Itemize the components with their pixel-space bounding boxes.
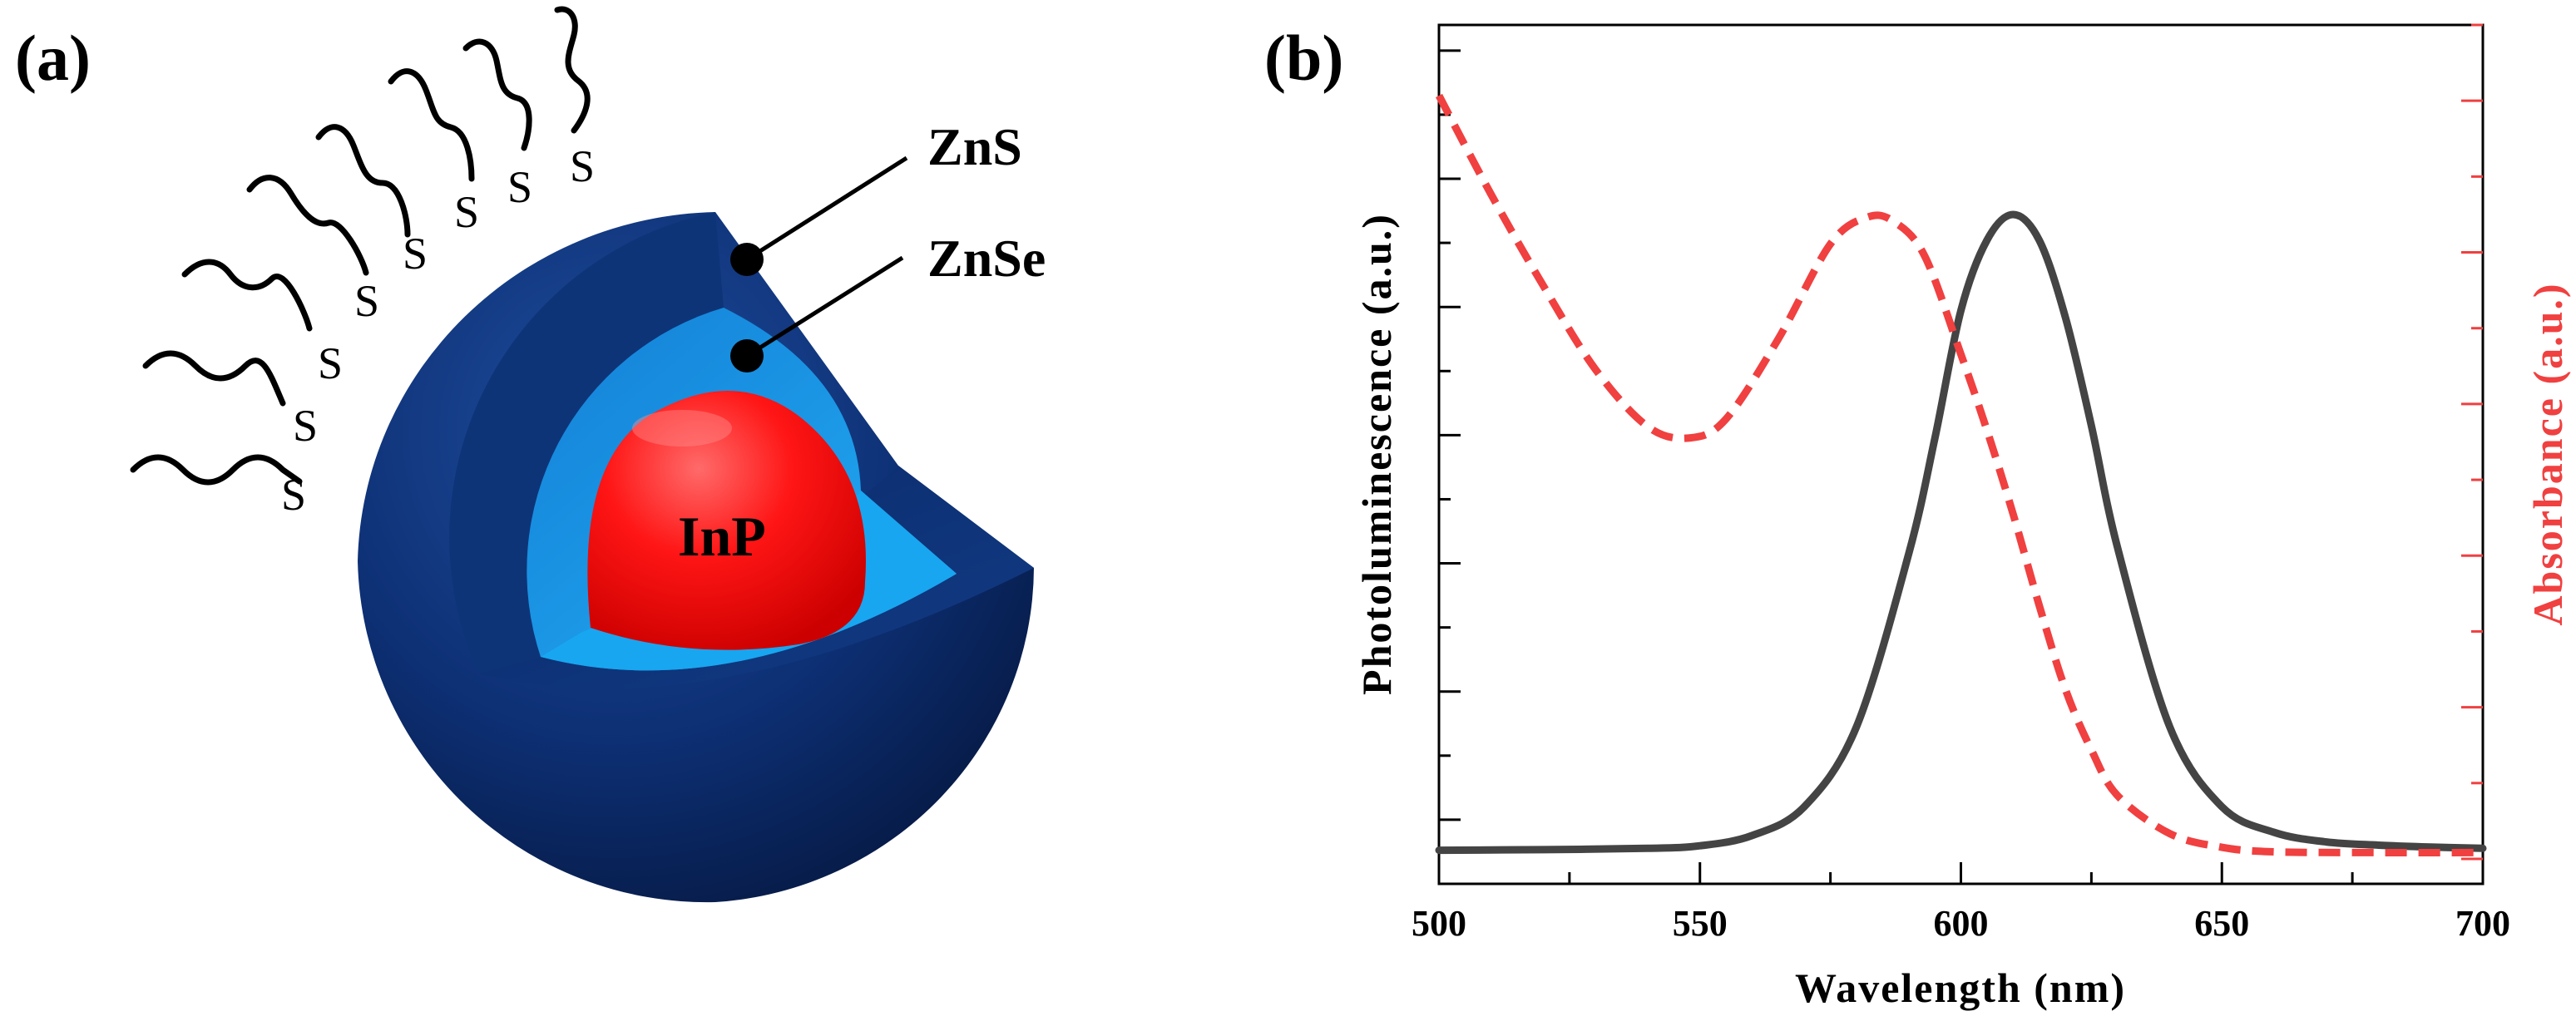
absorbance-line <box>1436 93 2484 856</box>
outer-shell-cut-face <box>449 212 724 673</box>
ligand-chain <box>388 68 475 182</box>
ligand-atom: S <box>403 229 428 279</box>
spectrum-chart: 500 550 600 650 700 Wavelength (nm) Photolum… <box>1353 23 2571 1011</box>
ligand-chain <box>554 6 591 134</box>
ligands <box>130 6 591 486</box>
x-tick-label: 650 <box>2194 903 2249 944</box>
zns-pointer-line <box>745 155 908 262</box>
quantum-dot-diagram: InP ZnS ZnSe <box>358 117 1046 903</box>
x-tick-label: 700 <box>2455 903 2510 944</box>
ligand-atom: S <box>293 401 318 451</box>
y-axis-title-right: Absorbance (a.u.) <box>2524 282 2571 625</box>
x-tick-label: 600 <box>1934 903 1989 944</box>
ligand-atom: S <box>354 276 379 326</box>
core-highlight <box>632 410 732 446</box>
series-layer <box>1435 93 2487 856</box>
x-tick-label: 500 <box>1412 903 1466 944</box>
zns-label: ZnS <box>927 117 1022 176</box>
core-inp <box>587 391 866 650</box>
panel-a-label: (a) <box>15 22 91 94</box>
y-axis-ticks <box>1439 23 2483 885</box>
x-axis-title: Wavelength (nm) <box>1795 964 2126 1011</box>
ligand-chain <box>181 259 313 332</box>
ligand-chain <box>315 124 411 238</box>
znse-pointer-dot <box>730 339 764 372</box>
ligand-atom: S <box>318 338 343 388</box>
x-tick-label: 550 <box>1673 903 1728 944</box>
ligand-chain <box>142 350 286 407</box>
core-label: InP <box>678 505 766 568</box>
zns-pointer-dot <box>730 243 764 276</box>
x-axis-tick-labels: 500 550 600 650 700 <box>1412 903 2510 944</box>
y-axis-title-left: Photoluminescence (a.u.) <box>1353 213 1400 695</box>
photoluminescence-line <box>1435 210 2487 855</box>
x-axis-ticks <box>1437 862 2485 884</box>
ligand-atom: S <box>507 162 532 212</box>
znse-pointer-line <box>745 255 904 358</box>
ligand-atoms: S S S S S S S S <box>281 141 595 520</box>
panel-b-label: (b) <box>1264 22 1343 94</box>
panel-b: (b) 500 550 600 650 700 Wavelength (nm) Phot… <box>1264 22 2571 1011</box>
ligand-chain <box>462 38 532 151</box>
znse-label: ZnSe <box>927 229 1046 288</box>
ligand-chain <box>130 454 303 486</box>
ligand-atom: S <box>570 141 595 191</box>
ligand-chain <box>246 175 369 276</box>
ligand-atom: S <box>454 187 479 237</box>
plot-frame <box>1437 23 2485 885</box>
ligand-atom: S <box>281 470 306 520</box>
panel-a: (a) S S S S S S S S <box>15 6 1046 903</box>
